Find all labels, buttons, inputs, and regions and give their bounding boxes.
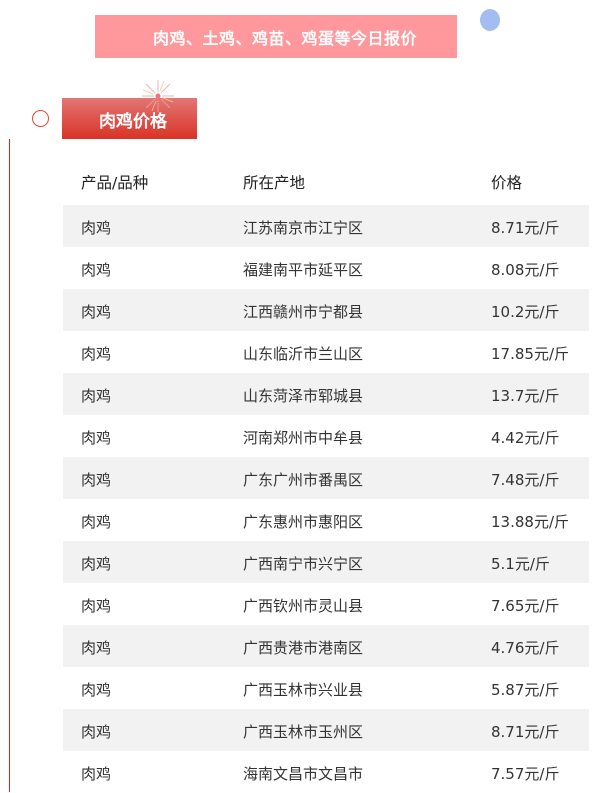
cell-price: 7.57元/斤 — [491, 765, 560, 783]
table-row: 肉鸡 江西赣州市宁都县 10.2元/斤 — [63, 289, 589, 331]
cell-price: 8.71元/斤 — [491, 723, 560, 741]
cell-price: 7.48元/斤 — [491, 471, 560, 489]
table-row: 肉鸡 广东惠州市惠阳区 13.88元/斤 — [63, 499, 589, 541]
cell-location: 福建南平市延平区 — [243, 261, 364, 279]
cell-product: 肉鸡 — [81, 345, 112, 363]
header-price: 价格 — [491, 174, 523, 192]
cell-location: 海南文昌市文昌市 — [243, 765, 364, 783]
table-row: 肉鸡 广东广州市番禺区 7.48元/斤 — [63, 457, 589, 499]
cell-location: 江西赣州市宁都县 — [243, 303, 364, 321]
cell-location: 广西贵港市港南区 — [243, 639, 364, 657]
cell-product: 肉鸡 — [81, 597, 112, 615]
cell-price: 17.85元/斤 — [491, 345, 569, 363]
cell-price: 8.71元/斤 — [491, 219, 560, 237]
table-row: 肉鸡 山东临沂市兰山区 17.85元/斤 — [63, 331, 589, 373]
cell-location: 河南郑州市中牟县 — [243, 429, 364, 447]
cell-price: 8.08元/斤 — [491, 261, 560, 279]
cell-product: 肉鸡 — [81, 471, 112, 489]
cell-location: 江苏南京市江宁区 — [243, 219, 364, 237]
cell-location: 广西玉林市兴业县 — [243, 681, 364, 699]
table-row: 肉鸡 广西贵港市港南区 4.76元/斤 — [63, 625, 589, 667]
firework-icon — [142, 80, 174, 112]
section-title: 肉鸡价格 — [99, 112, 167, 132]
cell-product: 肉鸡 — [81, 513, 112, 531]
cell-price: 5.87元/斤 — [491, 681, 560, 699]
header-location: 所在产地 — [243, 174, 306, 192]
cell-product: 肉鸡 — [81, 555, 112, 573]
section-header: 肉鸡价格 — [62, 98, 197, 139]
cell-product: 肉鸡 — [81, 765, 112, 783]
table-row: 肉鸡 山东菏泽市郓城县 13.7元/斤 — [63, 373, 589, 415]
cell-product: 肉鸡 — [81, 261, 112, 279]
cell-product: 肉鸡 — [81, 387, 112, 405]
table-row: 肉鸡 广西玉林市玉州区 8.71元/斤 — [63, 709, 589, 751]
table-row: 肉鸡 广西南宁市兴宁区 5.1元/斤 — [63, 541, 589, 583]
cell-product: 肉鸡 — [81, 639, 112, 657]
cell-location: 广西玉林市玉州区 — [243, 723, 364, 741]
cell-price: 4.76元/斤 — [491, 639, 560, 657]
table-row: 肉鸡 河南郑州市中牟县 4.42元/斤 — [63, 415, 589, 457]
cell-location: 广西南宁市兴宁区 — [243, 555, 364, 573]
cell-product: 肉鸡 — [81, 681, 112, 699]
cell-price: 5.1元/斤 — [491, 555, 550, 573]
decorative-dot — [480, 9, 500, 31]
header-product: 产品/品种 — [81, 174, 149, 192]
timeline-line — [9, 139, 10, 792]
table-row: 肉鸡 海南文昌市文昌市 7.57元/斤 — [63, 751, 589, 793]
cell-location: 广东广州市番禺区 — [243, 471, 364, 489]
banner-title: 肉鸡、土鸡、鸡苗、鸡蛋等今日报价 — [153, 29, 418, 48]
title-banner: 肉鸡、土鸡、鸡苗、鸡蛋等今日报价 — [95, 15, 457, 58]
price-table: 产品/品种 所在产地 价格 肉鸡 江苏南京市江宁区 8.71元/斤 肉鸡 福建南平市延平… — [63, 158, 589, 793]
cell-price: 7.65元/斤 — [491, 597, 560, 615]
cell-product: 肉鸡 — [81, 723, 112, 741]
circle-marker-icon — [32, 110, 49, 127]
cell-price: 13.7元/斤 — [491, 387, 560, 405]
table-row: 肉鸡 广西玉林市兴业县 5.87元/斤 — [63, 667, 589, 709]
cell-product: 肉鸡 — [81, 429, 112, 447]
cell-location: 山东临沂市兰山区 — [243, 345, 364, 363]
table-row: 肉鸡 江苏南京市江宁区 8.71元/斤 — [63, 205, 589, 247]
table-header-row: 产品/品种 所在产地 价格 — [63, 158, 589, 205]
cell-location: 广东惠州市惠阳区 — [243, 513, 364, 531]
cell-price: 10.2元/斤 — [491, 303, 560, 321]
cell-product: 肉鸡 — [81, 303, 112, 321]
cell-location: 广西钦州市灵山县 — [243, 597, 364, 615]
cell-product: 肉鸡 — [81, 219, 112, 237]
cell-price: 4.42元/斤 — [491, 429, 560, 447]
cell-location: 山东菏泽市郓城县 — [243, 387, 364, 405]
table-row: 肉鸡 福建南平市延平区 8.08元/斤 — [63, 247, 589, 289]
cell-price: 13.88元/斤 — [491, 513, 569, 531]
table-row: 肉鸡 广西钦州市灵山县 7.65元/斤 — [63, 583, 589, 625]
